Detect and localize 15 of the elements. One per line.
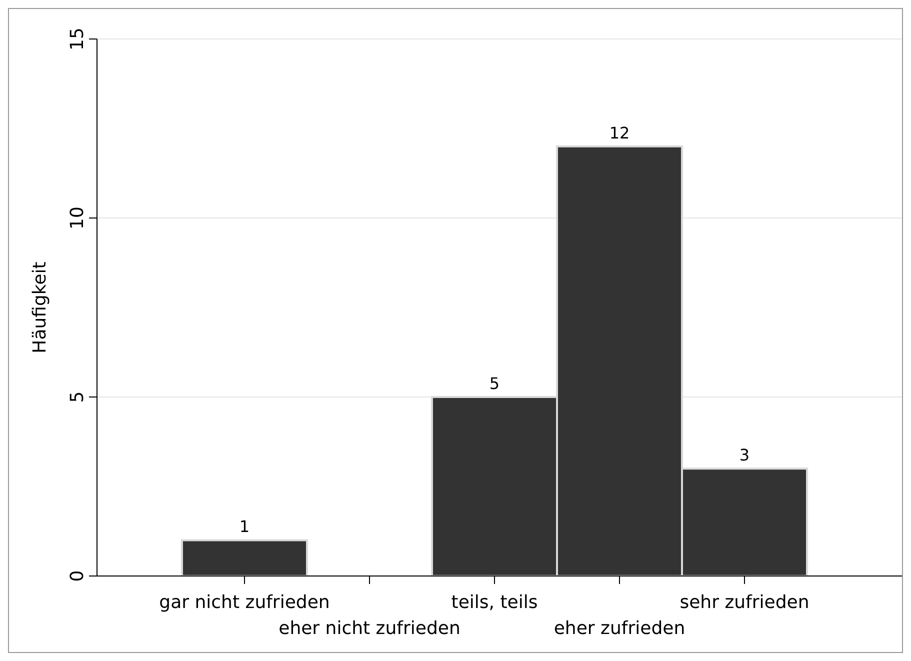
y-tick-label: 15	[67, 28, 88, 50]
y-tick-label: 0	[67, 570, 88, 582]
x-tick-label: sehr zufrieden	[680, 592, 810, 613]
y-tick-label: 5	[67, 391, 88, 403]
data-label: 3	[739, 446, 750, 465]
x-tick-label: eher nicht zufrieden	[278, 618, 460, 639]
bar	[181, 539, 308, 576]
data-label: 12	[609, 123, 630, 142]
data-label: 5	[489, 374, 500, 393]
x-tick-label: eher zufrieden	[554, 618, 686, 639]
x-tick-label: teils, teils	[451, 592, 538, 613]
y-axis-title: Häufigkeit	[29, 262, 50, 354]
y-tick-label: 10	[67, 206, 88, 230]
x-tick-label: gar nicht zufrieden	[159, 592, 330, 613]
data-label: 1	[239, 517, 250, 536]
